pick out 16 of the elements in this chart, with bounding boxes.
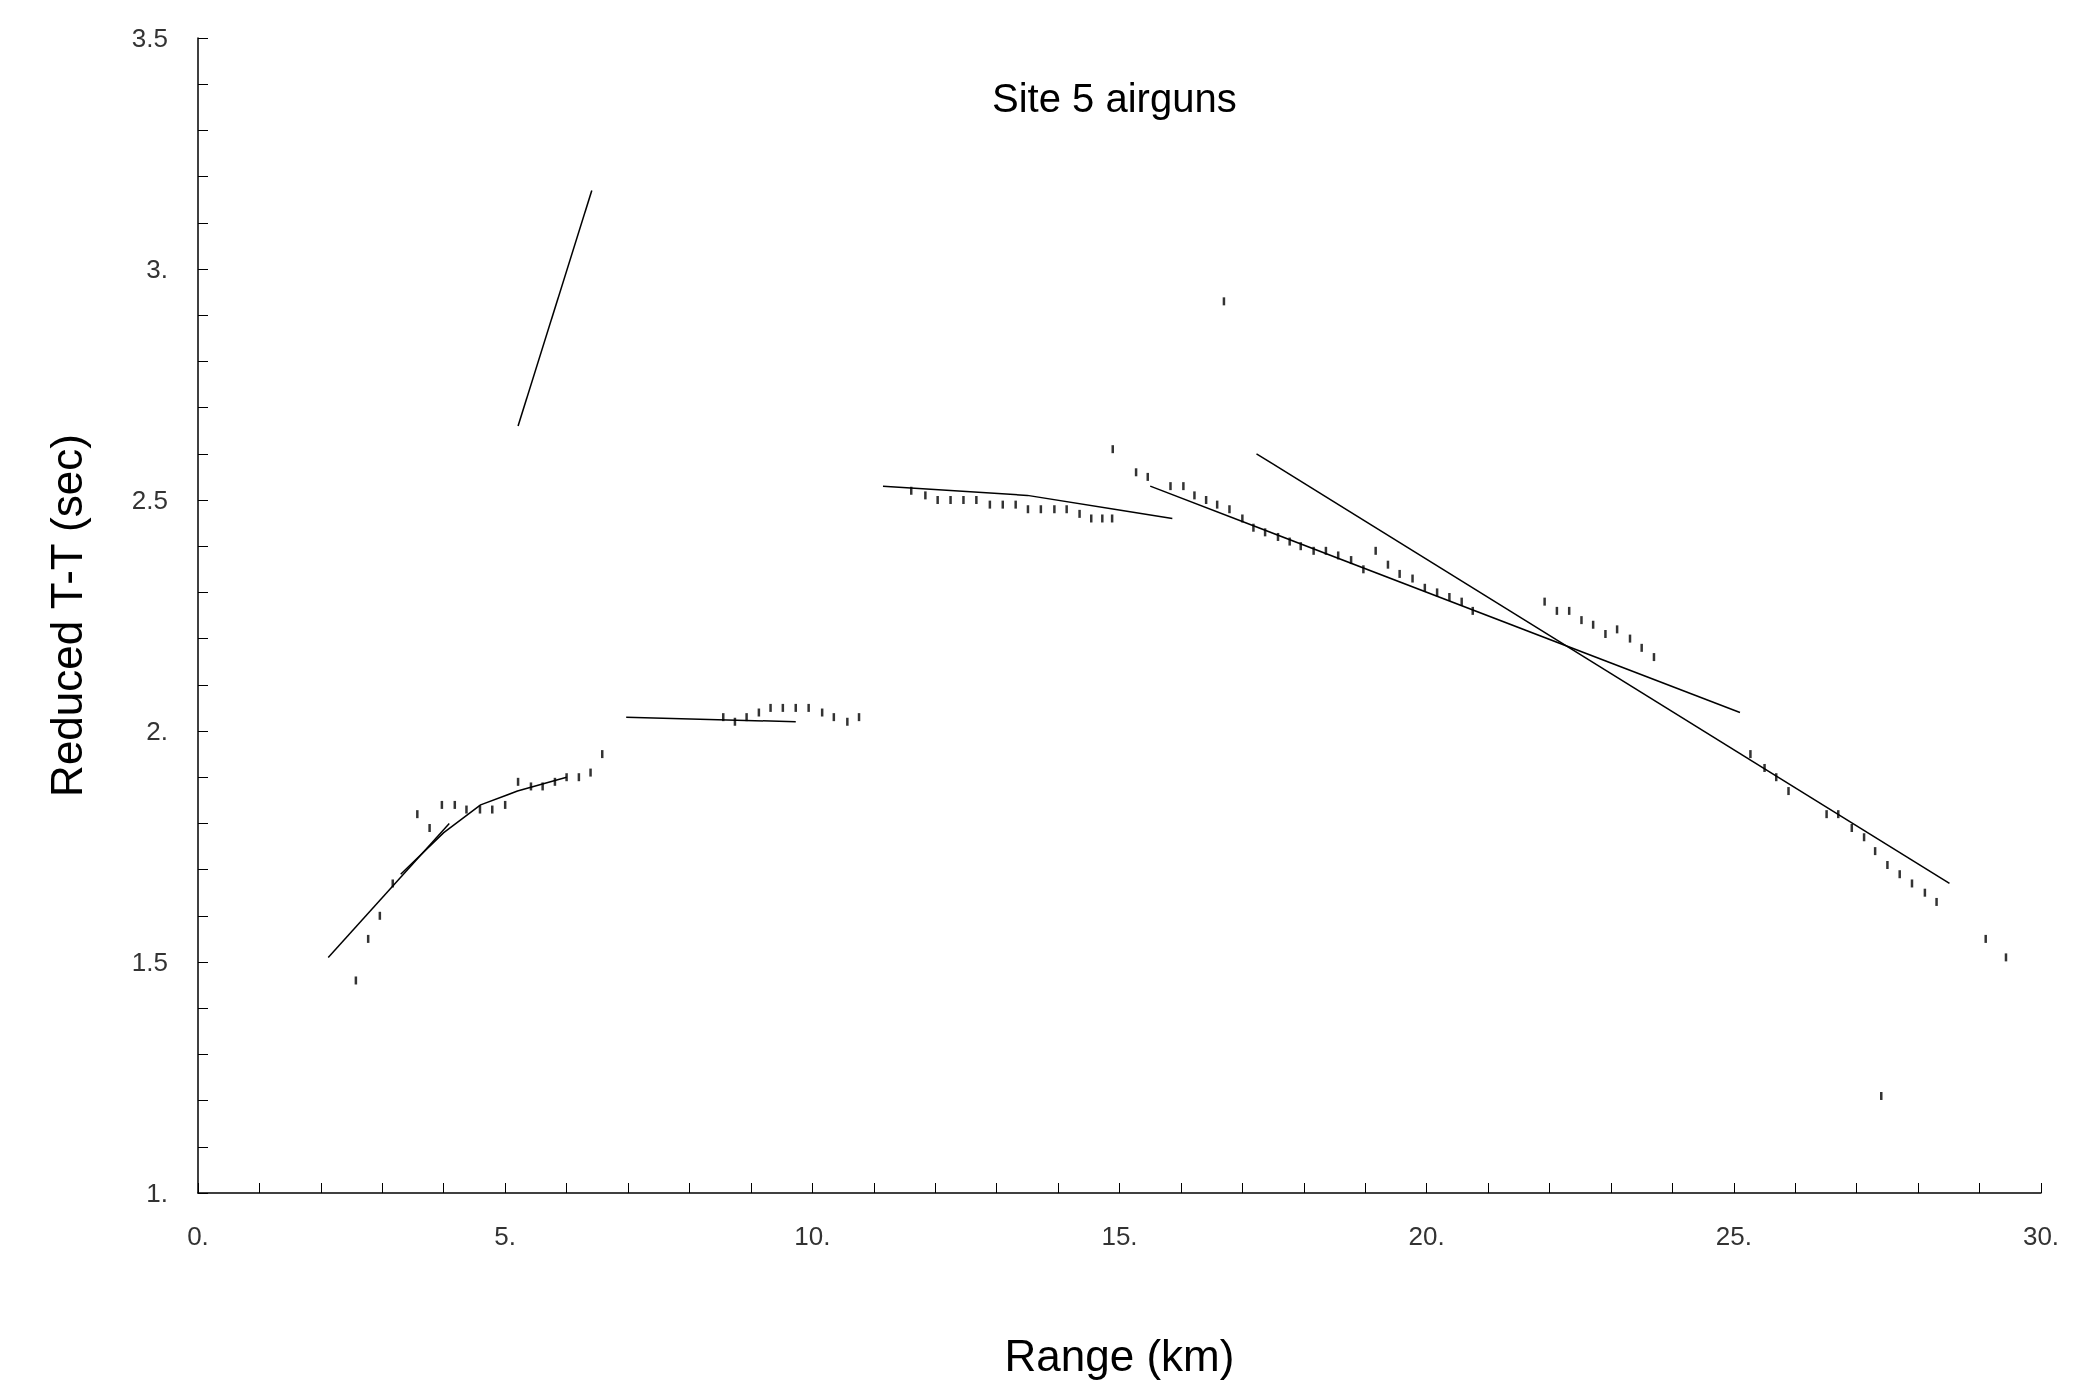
y-tick-label: 2. [146, 716, 168, 746]
x-axis-title: Range (km) [1004, 1330, 1235, 1380]
x-tick-label: 20. [1408, 1221, 1445, 1251]
x-tick-label: 25. [1715, 1221, 1752, 1251]
x-tick-label: 30. [2022, 1221, 2060, 1251]
y-tick-label: 1. [146, 1178, 168, 1208]
y-tick-label: 3. [146, 254, 168, 284]
y-tick-label: 3.5 [131, 23, 168, 53]
x-tick-label: 10. [794, 1221, 831, 1251]
y-tick-label: 2.5 [131, 485, 168, 515]
y-tick-label: 1.5 [131, 947, 168, 977]
text: Site 5 airguns [992, 76, 1237, 120]
x-tick-label: 0. [187, 1221, 209, 1251]
y-axis-title: Reduced T-T (sec) [41, 434, 91, 797]
x-tick-label: 5. [494, 1221, 517, 1251]
x-tick-label: 15. [1101, 1221, 1138, 1251]
